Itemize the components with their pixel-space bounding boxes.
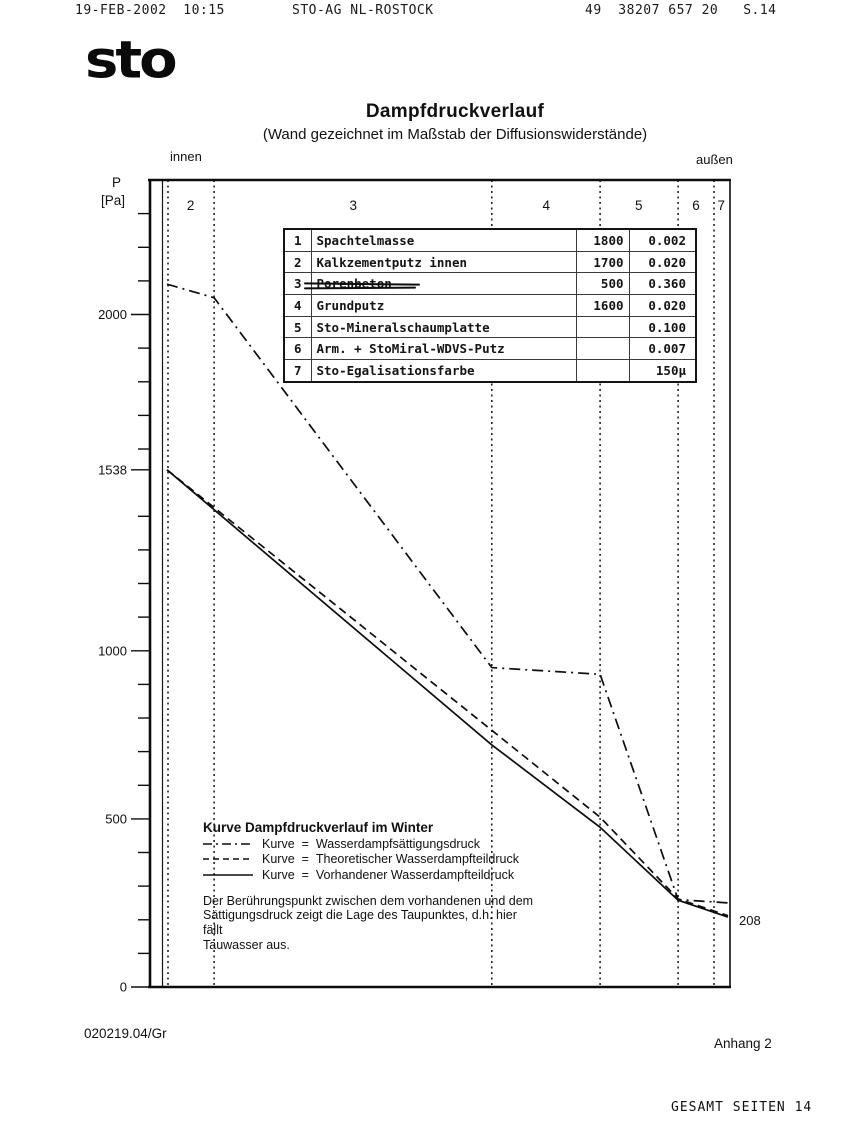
end-pressure-label: 208	[739, 913, 761, 928]
material-sd: 0.020	[628, 250, 697, 274]
material-density: 1800	[575, 228, 630, 252]
material-name: Sto-Egalisationsfarbe	[310, 359, 577, 383]
zone-label: 7	[718, 198, 726, 213]
page-subtitle: (Wand gezeichnet im Maßstab der Diffusio…	[262, 126, 648, 143]
solid-line-icon	[203, 873, 253, 876]
curve-solid	[166, 469, 729, 918]
legend-item-theoretical: Kurve = Theoretischer Wasserdampfteildru…	[203, 852, 543, 866]
material-sd: 150µ	[628, 359, 697, 383]
doc-code: 020219.04/Gr	[84, 1026, 167, 1041]
curve-dashdot	[166, 283, 729, 904]
fax-datetime: 19-FEB-2002 10:15	[75, 3, 225, 18]
y-tick-label: 2000	[98, 307, 127, 322]
table-row: 5 Sto-Mineralschaumplatte 0.100	[283, 315, 697, 339]
material-sd: 0.007	[628, 337, 697, 361]
material-density: 1700	[575, 250, 630, 274]
materials-table: 1 Spachtelmasse 1800 0.002 2 Kalkzementputz i…	[283, 228, 697, 383]
table-row: 2 Kalkzementputz innen 1700 0.020	[283, 250, 697, 274]
table-row: 6 Arm. + StoMiral-WDVS-Putz 0.007	[283, 337, 697, 361]
porenbeton-underline	[303, 282, 421, 291]
y-axis-unit: [Pa]	[101, 193, 126, 208]
material-sd: 0.020	[628, 294, 697, 317]
material-sd: 0.360	[628, 272, 697, 296]
material-name: Spachtelmasse	[310, 228, 577, 252]
legend: Kurve Dampfdruckverlauf im Winter Kurve …	[203, 820, 543, 953]
legend-prefix: Kurve =	[262, 867, 316, 882]
material-no: 2	[283, 250, 312, 274]
fax-number-page: 49 38207 657 20 S.14	[585, 3, 777, 18]
material-no: 5	[283, 315, 312, 339]
note-line: Der Berührungspunkt zwischen dem vorhand…	[203, 893, 534, 908]
material-no: 6	[283, 337, 312, 361]
table-row: 4 Grundputz 1600 0.020	[283, 294, 697, 317]
table-row: 3 Porenbeton 500 0.360	[283, 272, 697, 296]
dew-point-note: Der Berührungspunkt zwischen dem vorhand…	[203, 894, 538, 953]
y-tick-label: 0	[120, 980, 127, 995]
table-row: 7 Sto-Egalisationsfarbe 150µ	[283, 359, 697, 383]
y-tick-label: 1000	[98, 643, 127, 658]
legend-label: Wasserdampfsättigungsdruck	[315, 836, 481, 851]
fax-station: STO-AG NL-ROSTOCK	[292, 3, 434, 18]
material-density: 1600	[575, 294, 630, 317]
dashdot-line-icon	[203, 842, 253, 845]
legend-item-actual: Kurve = Vorhandener Wasserdampfteildruck	[203, 868, 543, 882]
zone-label: 6	[692, 198, 700, 213]
legend-prefix: Kurve =	[262, 852, 316, 866]
material-name: Sto-Mineralschaumplatte	[310, 315, 577, 339]
note-line: Tauwasser aus.	[203, 937, 290, 952]
annex-label: Anhang 2	[714, 1036, 772, 1051]
zone-label: 3	[350, 198, 358, 213]
legend-title: Kurve Dampfdruckverlauf im Winter	[203, 820, 434, 835]
material-sd: 0.100	[628, 315, 697, 339]
curve-dashed	[166, 469, 729, 917]
material-sd: 0.002	[628, 228, 697, 252]
material-name: Arm. + StoMiral-WDVS-Putz	[310, 337, 577, 361]
material-density	[575, 359, 630, 383]
legend-label: Theoretischer Wasserdampfteildruck	[315, 852, 519, 866]
page-title: Dampfdruckverlauf	[365, 101, 545, 122]
table-row: 1 Spachtelmasse 1800 0.002	[283, 228, 697, 252]
sto-logo: sto	[85, 30, 178, 91]
title-block: Dampfdruckverlauf (Wand gezeichnet im Ma…	[180, 101, 730, 143]
note-line: Sättigungsdruck zeigt die Lage des Taupu…	[203, 908, 517, 937]
material-density: 500	[575, 272, 630, 296]
material-no: 7	[283, 359, 312, 383]
label-aussen: außen	[696, 152, 733, 167]
zone-label: 4	[542, 198, 550, 213]
material-no: 1	[283, 228, 312, 252]
zone-label: 2	[187, 198, 195, 213]
total-pages: GESAMT SEITEN 14	[671, 1100, 813, 1115]
zone-label: 5	[635, 198, 643, 213]
y-tick-label: 500	[105, 811, 127, 826]
y-tick-label: 1538	[98, 462, 127, 477]
y-axis-symbol: P	[112, 175, 122, 190]
material-name: Kalkzementputz innen	[310, 250, 577, 274]
material-name: Grundputz	[310, 294, 577, 317]
label-innen: innen	[170, 149, 202, 164]
legend-label: Vorhandener Wasserdampfteildruck	[315, 867, 515, 882]
material-density	[575, 337, 630, 361]
legend-prefix: Kurve =	[262, 836, 316, 851]
dashed-line-icon	[203, 858, 253, 860]
material-density	[575, 315, 630, 339]
material-no: 4	[283, 294, 312, 317]
legend-item-saturation: Kurve = Wasserdampfsättigungsdruck	[203, 837, 543, 851]
